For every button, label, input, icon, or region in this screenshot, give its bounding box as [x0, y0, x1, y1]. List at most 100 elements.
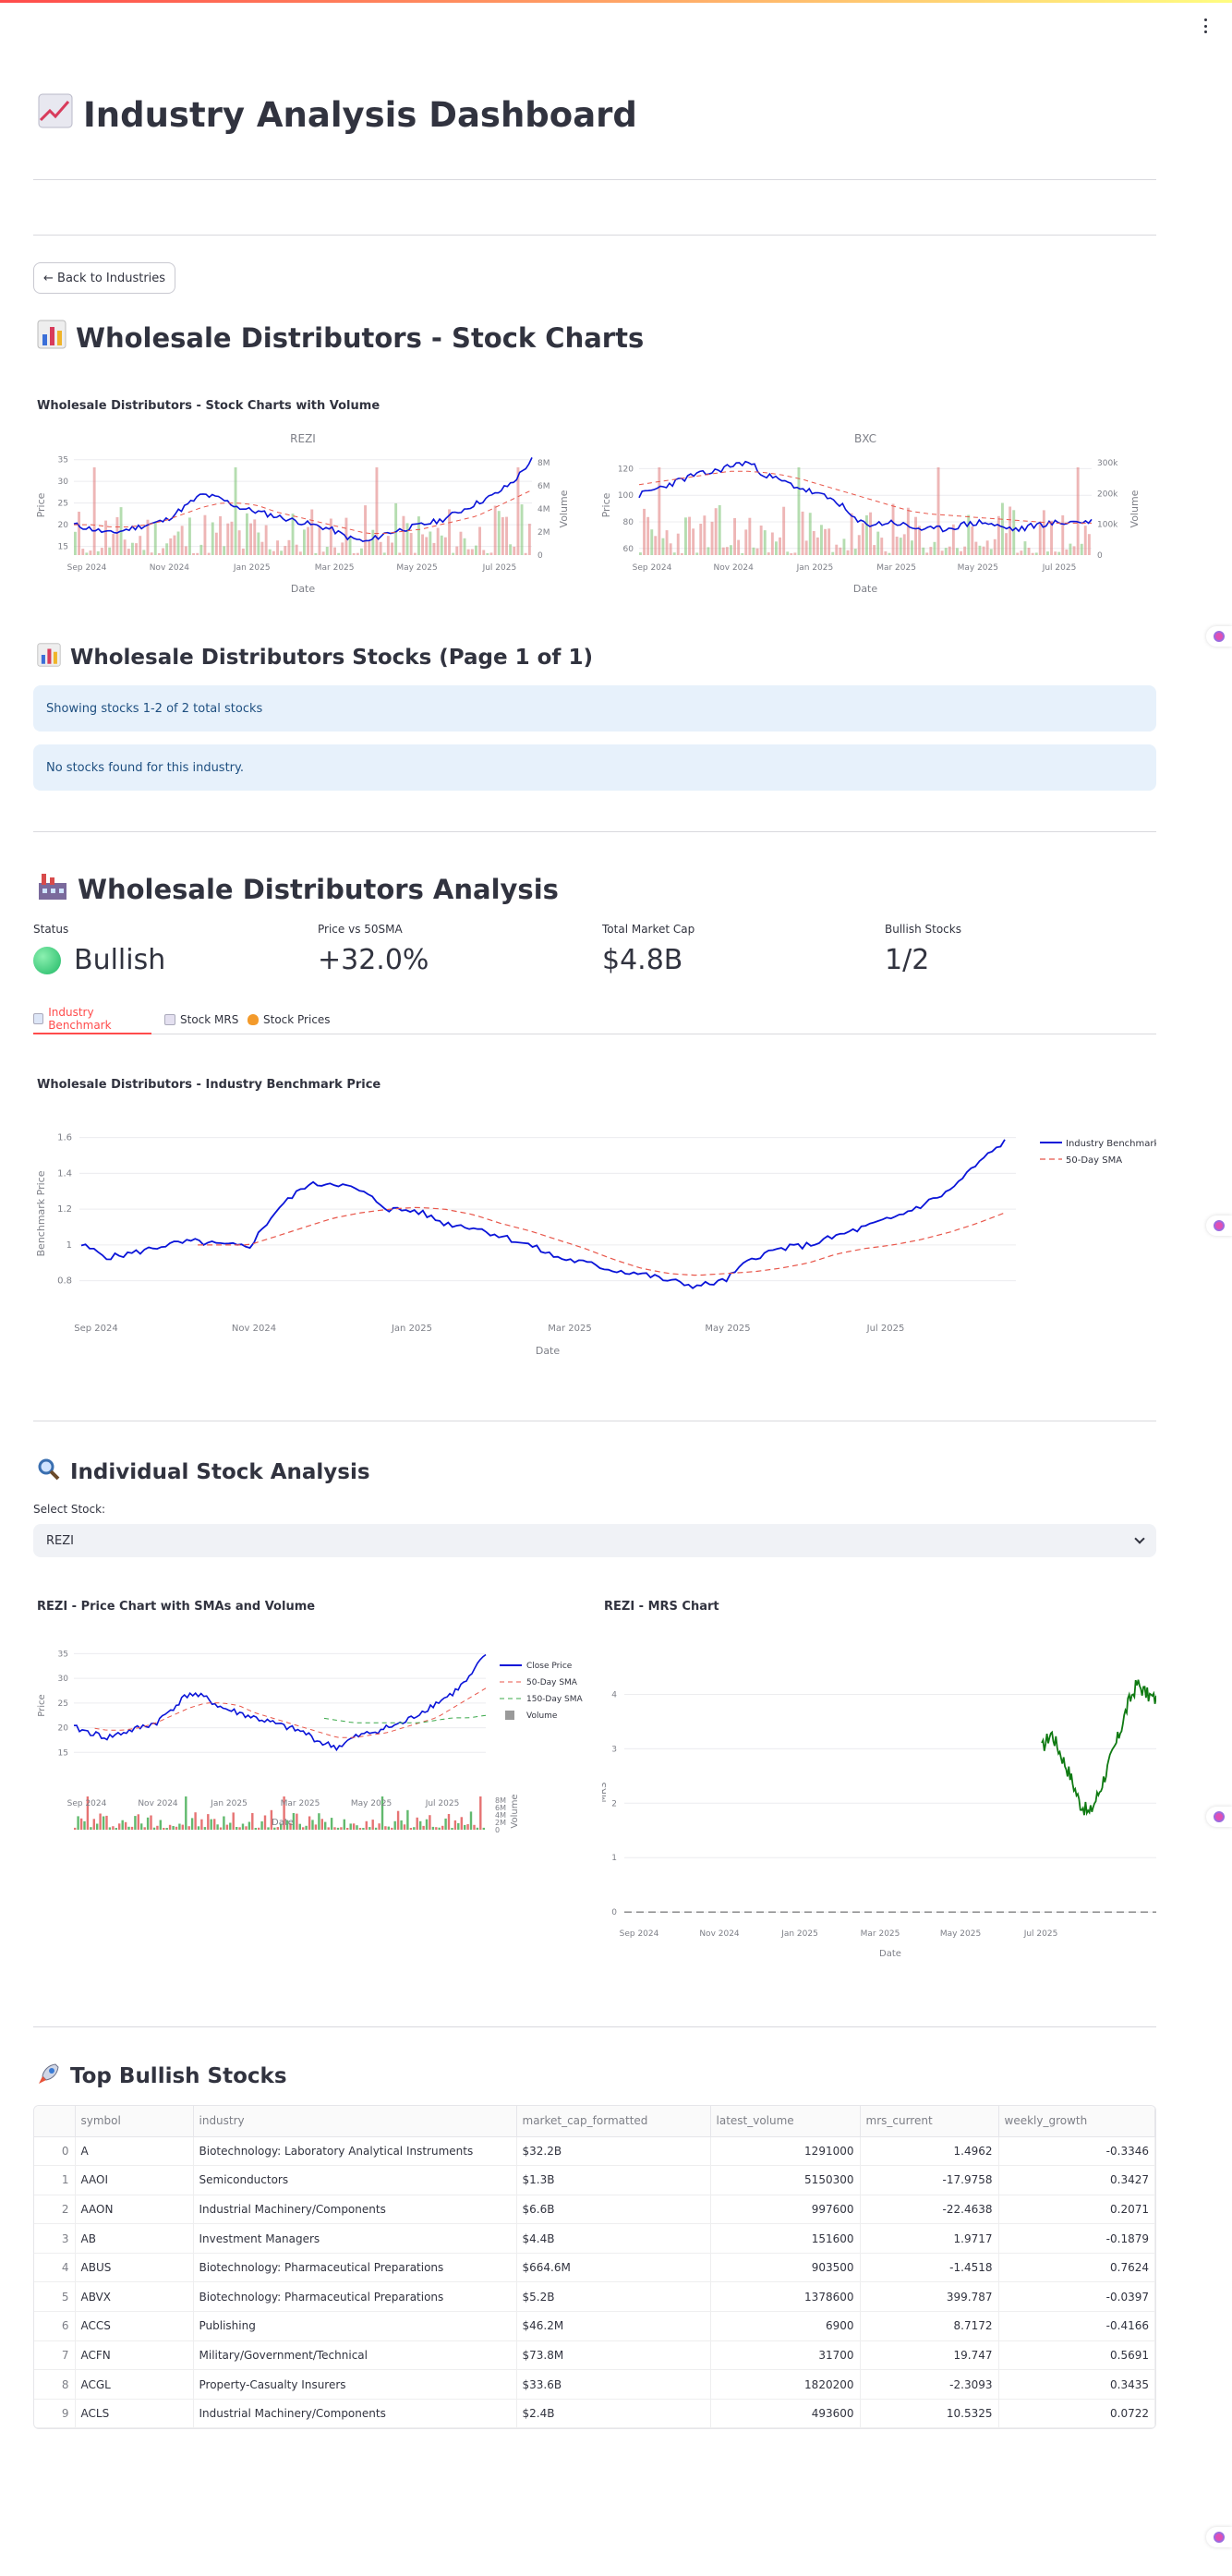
volume-bar — [925, 552, 929, 555]
column-header[interactable]: industry — [193, 2106, 517, 2137]
rezi-mini-chart: REZI 15 20 25 30 35 0 2M 4M 6M 8M Volume Sep 2024 Nov… — [35, 432, 570, 595]
assistant-icon[interactable] — [1206, 1807, 1232, 1827]
volume-bar — [1034, 552, 1038, 555]
volume-bar — [330, 1818, 333, 1830]
volume-bar — [152, 1827, 156, 1830]
volume-bar — [827, 528, 831, 555]
series-line — [638, 470, 1092, 524]
top-bullish-heading: Top Bullish Stocks — [37, 2062, 287, 2091]
volume-bar — [646, 516, 650, 555]
volume-bar — [1076, 467, 1080, 555]
volume-bar — [451, 1828, 453, 1830]
volume-bar — [501, 517, 504, 555]
table-cell: 8 — [34, 2369, 76, 2400]
bar-chart-icon — [37, 320, 66, 356]
table-cell: $73.8M — [516, 2340, 711, 2371]
stocks-list-heading: Wholesale Distributors Stocks (Page 1 of… — [37, 643, 593, 672]
column-header[interactable]: symbol — [75, 2106, 194, 2137]
volume-bar — [524, 552, 527, 555]
x-tick-label: Jul 2025 — [1042, 563, 1077, 573]
assistant-icon[interactable] — [1206, 2527, 1232, 2547]
column-header[interactable]: weekly_growth — [998, 2106, 1155, 2137]
x-tick-label: Sep 2024 — [67, 1799, 107, 1808]
table-cell: Property-Casualty Insurers — [193, 2369, 517, 2400]
volume-bar — [254, 1828, 257, 1830]
table-row[interactable]: 9 ACLS Industrial Machinery/Components $2.4… — [34, 2399, 1155, 2429]
table-cell: 1378600 — [710, 2281, 861, 2313]
volume-bar — [1023, 541, 1027, 555]
table-cell: 1291000 — [710, 2136, 861, 2167]
volume-bar — [658, 467, 661, 555]
volume-bar — [721, 547, 725, 555]
volume-bar — [707, 547, 710, 555]
tab-stock-prices[interactable]: Stock Prices — [248, 1005, 331, 1034]
volume-bar — [1087, 534, 1091, 555]
volume-bar — [178, 1823, 181, 1830]
x-tick-label: Jul 2025 — [866, 1324, 905, 1334]
table-cell: $46.2M — [516, 2311, 711, 2341]
table-cell: 399.787 — [860, 2281, 999, 2313]
table-cell: $1.3B — [516, 2165, 711, 2195]
assistant-icon[interactable] — [1206, 1215, 1232, 1236]
volume-bar — [884, 550, 888, 555]
table-row[interactable]: 4 ABUS Biotechnology: Pharmaceutical Prepa… — [34, 2253, 1155, 2283]
volume-bar — [466, 549, 470, 555]
volume-bar — [516, 467, 520, 555]
volume-bar — [459, 531, 463, 555]
table-row[interactable]: 2 AAON Industrial Machinery/Components $6.6… — [34, 2195, 1155, 2225]
table-row[interactable]: 5 ABVX Biotechnology: Pharmaceutical Prepa… — [34, 2281, 1155, 2313]
table-cell: Biotechnology: Pharmaceutical Preparatio… — [193, 2253, 517, 2283]
column-header[interactable]: market_cap_formatted — [516, 2106, 711, 2137]
volume-bar — [386, 536, 390, 555]
volume-bar — [380, 1796, 384, 1830]
table-cell: A — [75, 2136, 194, 2167]
volume-bar — [124, 1821, 127, 1830]
volume-bar — [81, 549, 85, 555]
y-tick-label: 15 — [58, 543, 68, 552]
volume-bar — [321, 551, 325, 555]
volume-bar — [176, 531, 180, 555]
table-row[interactable]: 1 AAOI Semiconductors $1.3B 5150300 -17.9758 0… — [34, 2165, 1155, 2195]
y2-tick-label: 200k — [1097, 490, 1118, 499]
y-tick-label: 1.4 — [57, 1168, 72, 1179]
volume-bar — [489, 552, 493, 555]
volume-bar — [382, 552, 386, 555]
back-to-industries-button[interactable]: ← Back to Industries — [33, 262, 176, 294]
volume-bar — [835, 544, 839, 555]
legend-label: 50-Day SMA — [1066, 1155, 1122, 1166]
table-cell: ACGL — [75, 2369, 194, 2400]
x-tick-label: Mar 2025 — [876, 563, 916, 573]
volume-bar — [940, 550, 944, 555]
chart-increasing-icon — [33, 1013, 44, 1024]
table-row[interactable]: 6 ACCS Publishing $46.2M 6900 8.7172 -0.4166 — [34, 2311, 1155, 2341]
table-cell: $33.6B — [516, 2369, 711, 2400]
stock-select[interactable]: REZI — [33, 1524, 1156, 1557]
table-cell: -1.4518 — [860, 2253, 999, 2283]
tab-industry-benchmark[interactable]: Industry Benchmark — [33, 1005, 151, 1034]
table-row[interactable]: 3 AB Investment Managers $4.4B 151600 1.9717-… — [34, 2223, 1155, 2254]
volume-bar — [92, 1819, 95, 1830]
volume-bar — [688, 516, 691, 555]
table-cell: 1 — [34, 2165, 76, 2195]
volume-bar — [880, 538, 884, 555]
main-menu-icon[interactable] — [1201, 18, 1210, 33]
column-header[interactable] — [34, 2106, 76, 2137]
volume-bar — [497, 511, 501, 555]
y-tick-label: 30 — [58, 1675, 69, 1684]
tab-stock-mrs[interactable]: Stock MRS — [164, 1005, 238, 1034]
table-cell: $2.4B — [516, 2399, 711, 2429]
table-row[interactable]: 0 A Biotechnology: Laboratory Analytical I… — [34, 2136, 1155, 2167]
x-tick-label: Sep 2024 — [74, 1324, 117, 1334]
column-header[interactable]: mrs_current — [860, 2106, 999, 2137]
assistant-icon[interactable] — [1206, 626, 1232, 647]
volume-bar — [782, 506, 786, 555]
volume-bar — [718, 505, 721, 555]
volume-bar — [824, 528, 827, 555]
table-row[interactable]: 8 ACGL Property-Casualty Insurers $33.6B 182… — [34, 2369, 1155, 2400]
volume-bar — [378, 1823, 380, 1830]
y2-tick-label: 300k — [1097, 459, 1118, 468]
y-tick-label: 35 — [58, 1650, 68, 1659]
table-row[interactable]: 7 ACFN Military/Government/Technical $73.8M… — [34, 2340, 1155, 2371]
column-header[interactable]: latest_volume — [710, 2106, 861, 2137]
bullish-stocks-table[interactable]: symbol industry market_cap_formatted lat… — [33, 2105, 1156, 2430]
